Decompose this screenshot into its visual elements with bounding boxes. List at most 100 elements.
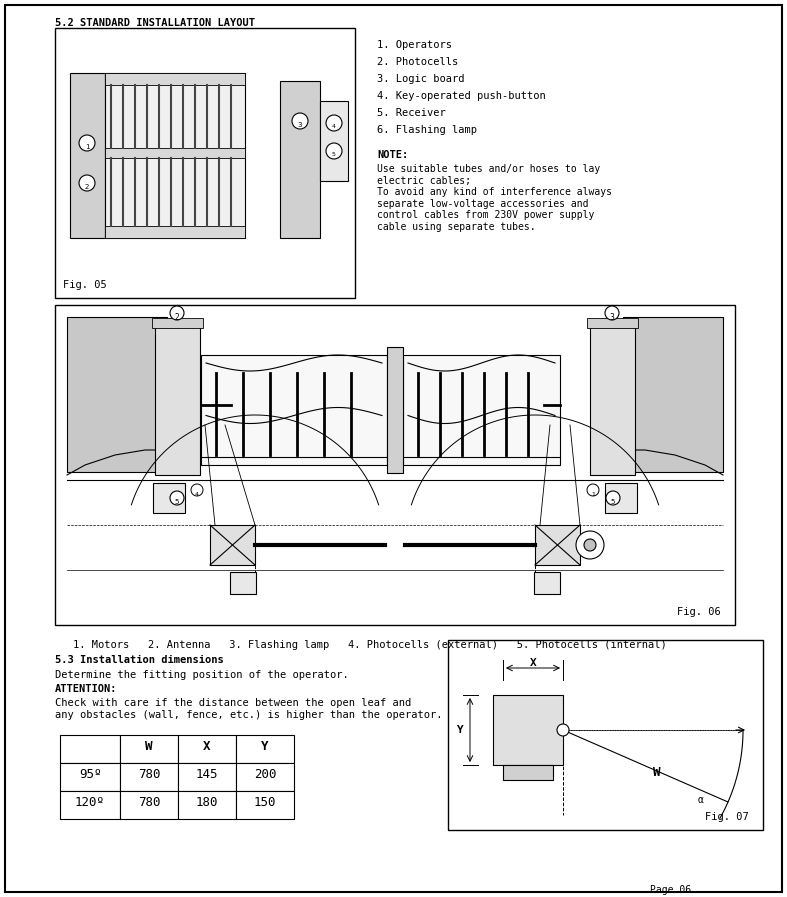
Bar bbox=[387, 347, 403, 473]
Bar bbox=[55, 305, 735, 625]
Text: 4: 4 bbox=[195, 492, 199, 497]
Bar bbox=[120, 791, 178, 819]
Circle shape bbox=[170, 306, 184, 320]
Text: 5. Receiver: 5. Receiver bbox=[377, 108, 445, 118]
Text: 3. Logic board: 3. Logic board bbox=[377, 74, 464, 84]
Bar bbox=[105, 148, 245, 158]
Text: 95º: 95º bbox=[79, 768, 102, 781]
Text: 1: 1 bbox=[85, 144, 89, 150]
Text: Page 06: Page 06 bbox=[650, 885, 691, 895]
Bar bbox=[178, 763, 236, 791]
Bar bbox=[67, 317, 167, 472]
Bar bbox=[105, 226, 245, 238]
Bar bbox=[60, 763, 120, 791]
Text: 4: 4 bbox=[332, 125, 336, 129]
Text: Determine the fitting position of the operator.: Determine the fitting position of the op… bbox=[55, 670, 349, 680]
Text: 5.3 Installation dimensions: 5.3 Installation dimensions bbox=[55, 655, 224, 665]
Bar bbox=[448, 640, 763, 830]
Bar bbox=[155, 320, 200, 475]
Text: NOTE:: NOTE: bbox=[377, 150, 408, 160]
Text: 5.2 STANDARD INSTALLATION LAYOUT: 5.2 STANDARD INSTALLATION LAYOUT bbox=[55, 18, 255, 28]
Circle shape bbox=[326, 143, 342, 159]
Bar bbox=[105, 73, 245, 238]
Circle shape bbox=[191, 484, 203, 496]
Polygon shape bbox=[275, 238, 325, 249]
Circle shape bbox=[587, 484, 599, 496]
Bar bbox=[230, 572, 256, 594]
Bar bbox=[202, 393, 216, 415]
Text: 3: 3 bbox=[297, 122, 302, 128]
Text: Check with care if the distance between the open leaf and
any obstacles (wall, f: Check with care if the distance between … bbox=[55, 698, 442, 719]
Bar bbox=[236, 763, 294, 791]
Text: 3: 3 bbox=[610, 312, 615, 321]
Circle shape bbox=[170, 491, 184, 505]
Bar bbox=[534, 572, 560, 594]
Text: 780: 780 bbox=[138, 768, 161, 781]
Bar bbox=[514, 385, 544, 425]
Text: 150: 150 bbox=[253, 796, 276, 809]
Bar bbox=[120, 763, 178, 791]
Bar bbox=[280, 81, 320, 238]
Polygon shape bbox=[70, 238, 320, 263]
Text: X: X bbox=[203, 740, 211, 753]
Text: α: α bbox=[698, 795, 704, 805]
Text: X: X bbox=[530, 658, 537, 668]
Text: 5: 5 bbox=[332, 152, 336, 158]
Text: 120º: 120º bbox=[75, 796, 105, 809]
Bar bbox=[493, 695, 563, 765]
Bar bbox=[60, 791, 120, 819]
Bar bbox=[60, 735, 120, 763]
Text: 5: 5 bbox=[611, 499, 615, 505]
Text: Fig. 07: Fig. 07 bbox=[705, 812, 748, 822]
Bar bbox=[178, 735, 236, 763]
Bar bbox=[178, 791, 236, 819]
Text: 2: 2 bbox=[175, 312, 179, 321]
Bar bbox=[587, 318, 638, 328]
Bar bbox=[105, 73, 245, 85]
Text: Y: Y bbox=[456, 725, 464, 735]
Circle shape bbox=[605, 306, 619, 320]
Bar bbox=[70, 73, 105, 238]
Text: Fig. 05: Fig. 05 bbox=[63, 280, 107, 290]
Text: 2. Photocells: 2. Photocells bbox=[377, 57, 458, 67]
Bar bbox=[515, 393, 529, 415]
Polygon shape bbox=[65, 65, 110, 75]
Bar bbox=[535, 525, 580, 565]
Circle shape bbox=[326, 115, 342, 131]
Bar bbox=[152, 318, 203, 328]
Text: Fig. 06: Fig. 06 bbox=[677, 607, 721, 617]
Bar bbox=[236, 791, 294, 819]
Bar bbox=[236, 735, 294, 763]
Bar bbox=[120, 735, 178, 763]
Text: 4. Key-operated push-button: 4. Key-operated push-button bbox=[377, 91, 545, 101]
Text: 1: 1 bbox=[591, 492, 595, 497]
Bar bbox=[201, 385, 231, 425]
Circle shape bbox=[576, 531, 604, 559]
Bar bbox=[623, 317, 723, 472]
Circle shape bbox=[557, 724, 569, 736]
Bar bbox=[403, 355, 560, 465]
Text: 180: 180 bbox=[196, 796, 218, 809]
Text: Y: Y bbox=[261, 740, 268, 753]
Bar bbox=[153, 483, 185, 513]
Circle shape bbox=[292, 113, 308, 129]
Text: 1. Operators: 1. Operators bbox=[377, 40, 452, 50]
Circle shape bbox=[606, 491, 620, 505]
Text: 6. Flashing lamp: 6. Flashing lamp bbox=[377, 125, 477, 135]
Bar bbox=[590, 320, 635, 475]
Text: 780: 780 bbox=[138, 796, 161, 809]
Bar bbox=[55, 28, 355, 298]
Text: 2: 2 bbox=[85, 184, 89, 190]
Polygon shape bbox=[275, 71, 325, 81]
Circle shape bbox=[584, 539, 596, 551]
Bar bbox=[210, 525, 255, 565]
Circle shape bbox=[79, 135, 95, 151]
Circle shape bbox=[79, 175, 95, 191]
Text: Use suitable tubes and/or hoses to lay
electric cables;
To avoid any kind of int: Use suitable tubes and/or hoses to lay e… bbox=[377, 164, 612, 232]
Text: 145: 145 bbox=[196, 768, 218, 781]
Text: 5: 5 bbox=[175, 499, 179, 505]
Bar bbox=[605, 483, 637, 513]
Polygon shape bbox=[65, 48, 110, 65]
Text: 200: 200 bbox=[253, 768, 276, 781]
Text: 1. Motors   2. Antenna   3. Flashing lamp   4. Photocells (external)   5. Photoc: 1. Motors 2. Antenna 3. Flashing lamp 4.… bbox=[73, 640, 667, 650]
